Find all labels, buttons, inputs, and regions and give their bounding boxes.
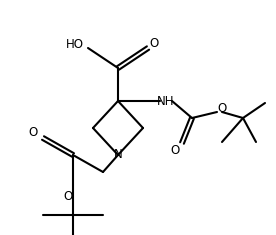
Text: O: O [149,36,159,50]
Text: NH: NH [157,94,175,107]
Text: O: O [217,102,227,114]
Text: HO: HO [66,38,84,51]
Text: N: N [114,149,122,161]
Text: O: O [63,189,73,203]
Text: O: O [170,144,180,157]
Text: O: O [28,126,38,140]
